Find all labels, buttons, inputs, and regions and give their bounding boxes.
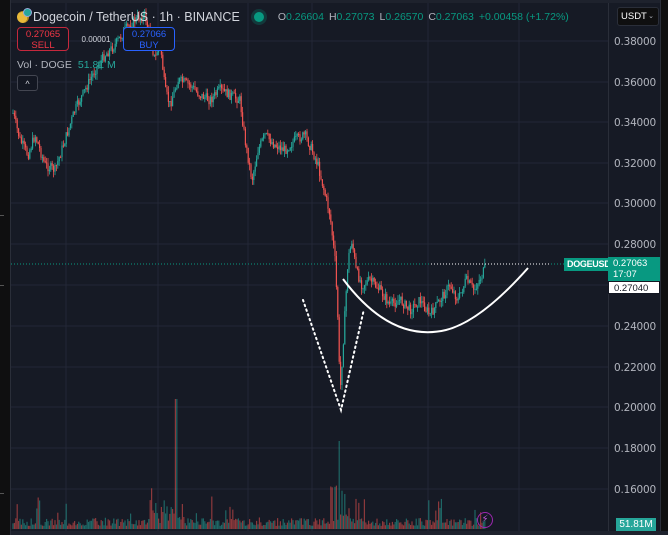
sell-button[interactable]: 0.27065 SELL: [17, 27, 69, 51]
currency-selected: USDT: [621, 11, 647, 22]
last-price: 0.27063: [613, 258, 648, 269]
right-edge: [660, 0, 668, 535]
price-label: 0.24000: [613, 321, 656, 333]
last-price-label: 0.27063 17:07: [608, 257, 660, 281]
symbol-title[interactable]: Dogecoin / TetherUS · 1h · BINANCE: [33, 10, 240, 24]
price-plot[interactable]: [11, 3, 608, 535]
currency-select[interactable]: USDT ⌄: [617, 7, 659, 26]
symbol-legend[interactable]: Dogecoin / TetherUS · 1h · BINANCE O0.26…: [17, 8, 569, 25]
price-label: 0.22000: [613, 362, 656, 374]
open-key: O: [277, 11, 286, 23]
price-axis[interactable]: 0.38000 0.36000 0.34000 0.32000 0.30000 …: [608, 3, 660, 535]
buy-price: 0.27066: [131, 29, 167, 40]
close-key: C: [428, 11, 436, 23]
bar-countdown: 17:07: [613, 269, 637, 280]
buy-label: BUY: [139, 40, 159, 51]
strip-tick: [0, 285, 4, 286]
high-key: H: [328, 11, 337, 23]
bid-price-label: 0.27040: [608, 281, 660, 294]
strip-tick: [0, 493, 4, 494]
change-value: +0.00458 (+1.72%): [478, 11, 569, 23]
left-toolbar-strip: [0, 0, 11, 535]
symbol-price-tag: DOGEUSDT: [564, 258, 619, 271]
chevron-down-icon: ⌄: [648, 13, 654, 20]
strip-tick: [0, 215, 4, 216]
top-border: [11, 0, 668, 3]
low-key: L: [379, 11, 386, 23]
chevron-up-icon: ^: [25, 79, 30, 89]
lightning-bolt-icon[interactable]: ⚡: [477, 512, 493, 528]
ohlc-values: O0.26604 H0.27073 L0.26570 C0.27063 +0.0…: [278, 11, 569, 23]
price-label: 0.34000: [613, 117, 656, 129]
volume-axis-label: 51.81M: [616, 518, 656, 532]
sell-label: SELL: [31, 40, 55, 51]
price-label: 0.38000: [613, 36, 656, 48]
price-label: 0.30000: [613, 198, 656, 210]
price-label: 0.20000: [613, 402, 656, 414]
dogecoin-logo-icon: [17, 8, 32, 23]
price-label: 0.16000: [613, 484, 656, 496]
buy-button[interactable]: 0.27066 BUY: [123, 27, 175, 51]
low-value: 0.26570: [385, 11, 424, 23]
close-value: 0.27063: [435, 11, 474, 23]
market-open-status-icon: [253, 12, 264, 22]
chart-pane[interactable]: 0.38000 0.36000 0.34000 0.32000 0.30000 …: [11, 3, 668, 535]
price-label: 0.18000: [613, 443, 656, 455]
sell-price: 0.27065: [25, 29, 61, 40]
high-value: 0.27073: [336, 11, 375, 23]
volume-label: Vol · DOGE: [17, 59, 72, 71]
collapse-legend-button[interactable]: ^: [17, 75, 38, 91]
price-label: 0.36000: [613, 77, 656, 89]
price-label: 0.28000: [613, 239, 656, 251]
open-value: 0.26604: [285, 11, 324, 23]
price-label: 0.32000: [613, 158, 656, 170]
volume-value: 51.81 M: [77, 59, 116, 71]
volume-legend[interactable]: Vol · DOGE 51.81 M: [17, 59, 116, 71]
bottom-border: [11, 531, 668, 535]
quick-trade-panel: 0.27065 SELL 0.00001 0.27066 BUY: [17, 27, 175, 51]
spread-value: 0.00001: [81, 34, 111, 44]
